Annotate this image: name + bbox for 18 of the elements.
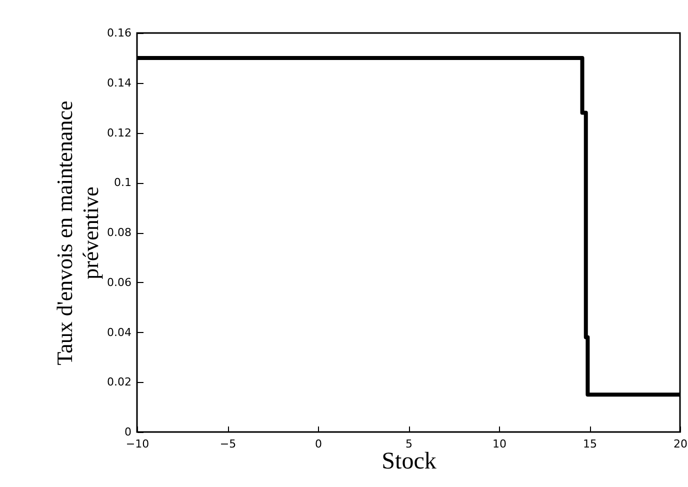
y-tick-label: 0.04 bbox=[107, 326, 132, 339]
x-tick-label: 0 bbox=[315, 438, 322, 450]
y-tick-label: 0.02 bbox=[107, 376, 132, 389]
x-tick-label: 10 bbox=[492, 438, 506, 450]
x-tick-label: 15 bbox=[583, 438, 597, 450]
x-tick-label: −5 bbox=[220, 438, 236, 450]
y-axis-title: Taux d'envois en maintenance préventive bbox=[52, 100, 104, 366]
y-tick-label: 0.08 bbox=[107, 226, 132, 239]
y-tick-label: 0.06 bbox=[107, 276, 132, 289]
y-tick-label: 0.14 bbox=[107, 76, 132, 90]
x-axis-title: Stock bbox=[382, 448, 436, 474]
y-tick-label: 0.12 bbox=[107, 126, 132, 140]
y-tick-label: 0 bbox=[124, 426, 132, 438]
x-tick-label: 5 bbox=[406, 438, 412, 450]
x-tick-label: −10 bbox=[126, 438, 150, 450]
y-tick-label: 0.16 bbox=[107, 26, 132, 40]
x-tick-label: 20 bbox=[674, 438, 688, 450]
y-tick-label: 0.1 bbox=[114, 176, 132, 190]
